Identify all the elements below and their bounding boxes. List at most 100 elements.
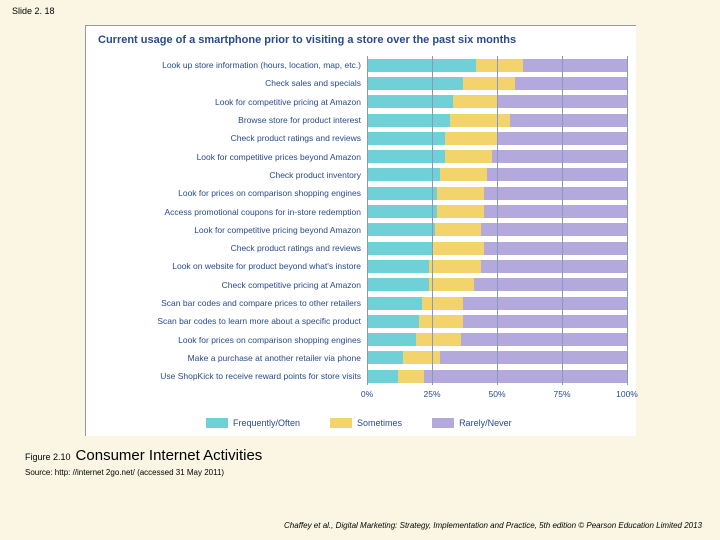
chart-row: Check product ratings and reviews [86,239,636,257]
chart-row: Browse store for product interest [86,111,636,129]
bar-segment [367,315,419,328]
chart-row: Check product ratings and reviews [86,129,636,147]
bar-segment [416,333,460,346]
bar-segment [367,278,429,291]
figure-caption: Figure 2.10 Consumer Internet Activities [25,447,262,464]
chart-container: Current usage of a smartphone prior to v… [85,25,636,436]
chart-row: Check sales and specials [86,74,636,92]
row-label: Check competitive pricing at Amazon [86,280,367,290]
bar-segment [422,297,464,310]
chart-title: Current usage of a smartphone prior to v… [98,34,516,46]
legend-label: Rarely/Never [459,418,512,428]
bar-segment [403,351,439,364]
legend-label: Sometimes [357,418,402,428]
chart-row: Look for prices on comparison shopping e… [86,330,636,348]
bar-segment [510,114,627,127]
bar-segment [492,150,627,163]
legend-item: Sometimes [330,418,402,428]
bar-segment [523,59,627,72]
bar-segment [429,278,473,291]
source-line: Source: http: //internet 2go.net/ (acces… [25,468,224,477]
row-label: Scan bar codes to learn more about a spe… [86,316,367,326]
row-label: Check product ratings and reviews [86,133,367,143]
chart-row: Check product inventory [86,166,636,184]
bar-segment [367,242,432,255]
bar-segment [367,187,437,200]
row-label: Look for prices on comparison shopping e… [86,188,367,198]
footer-citation: Chaffey et al., Digital Marketing: Strat… [284,521,702,530]
row-label: Access promotional coupons for in-store … [86,207,367,217]
row-label: Use ShopKick to receive reward points fo… [86,371,367,381]
bar-segment [398,370,424,383]
bar-segment [484,187,627,200]
bar-segment [484,242,627,255]
legend-item: Rarely/Never [432,418,512,428]
gridline [562,56,563,385]
axis-tick: 0% [361,389,373,399]
chart-row: Look for competitive prices beyond Amazo… [86,147,636,165]
bar-segment [461,333,627,346]
bar-segment [367,351,403,364]
bar-segment [367,333,416,346]
chart-legend: Frequently/Often Sometimes Rarely/Never [206,418,512,428]
axis-tick: 100% [616,389,638,399]
figure-title: Consumer Internet Activities [76,447,263,464]
row-label: Look for competitive pricing at Amazon [86,97,367,107]
gridline [432,56,433,385]
bar-segment [484,205,627,218]
bar-segment [450,114,510,127]
bar-segment [367,168,440,181]
bar-segment [463,77,515,90]
chart-row: Look for competitive pricing at Amazon [86,93,636,111]
gridline [497,56,498,385]
legend-swatch [206,418,228,428]
bar-segment [463,315,627,328]
row-label: Look up store information (hours, locati… [86,60,367,70]
bar-segment [515,77,627,90]
bar-segment [440,351,627,364]
bar-segment [367,297,422,310]
bar-segment [367,223,435,236]
bar-segment [367,95,453,108]
bar-segment [367,114,450,127]
row-label: Check sales and specials [86,78,367,88]
chart-row: Scan bar codes to learn more about a spe… [86,312,636,330]
chart-row: Look up store information (hours, locati… [86,56,636,74]
bar-segment [437,187,484,200]
row-label: Check product ratings and reviews [86,243,367,253]
axis-tick: 75% [553,389,570,399]
bar-segment [367,150,445,163]
gridline [367,56,368,385]
bar-segment [367,59,476,72]
chart-row: Use ShopKick to receive reward points fo… [86,367,636,385]
chart-row: Look on website for product beyond what'… [86,257,636,275]
plot-area: Look up store information (hours, locati… [86,56,636,406]
chart-row: Make a purchase at another retailer via … [86,349,636,367]
bar-segment [440,168,487,181]
legend-swatch [432,418,454,428]
legend-label: Frequently/Often [233,418,300,428]
bar-segment [481,260,627,273]
axis-tick: 50% [488,389,505,399]
bar-segment [445,132,497,145]
chart-row: Look for prices on comparison shopping e… [86,184,636,202]
bar-segment [437,205,484,218]
chart-row: Access promotional coupons for in-store … [86,202,636,220]
bar-segment [463,297,627,310]
axis-tick: 25% [423,389,440,399]
bar-segment [367,370,398,383]
figure-number: Figure 2.10 [25,452,71,462]
legend-swatch [330,418,352,428]
chart-row: Look for competitive pricing beyond Amaz… [86,221,636,239]
bar-segment [367,205,437,218]
bar-segment [476,59,523,72]
legend-item: Frequently/Often [206,418,300,428]
bar-segment [419,315,463,328]
row-label: Look for competitive pricing beyond Amaz… [86,225,367,235]
bar-segment [432,242,484,255]
bar-segment [429,260,481,273]
row-label: Look on website for product beyond what'… [86,261,367,271]
bar-segment [367,77,463,90]
bar-segment [445,150,492,163]
row-label: Scan bar codes and compare prices to oth… [86,298,367,308]
